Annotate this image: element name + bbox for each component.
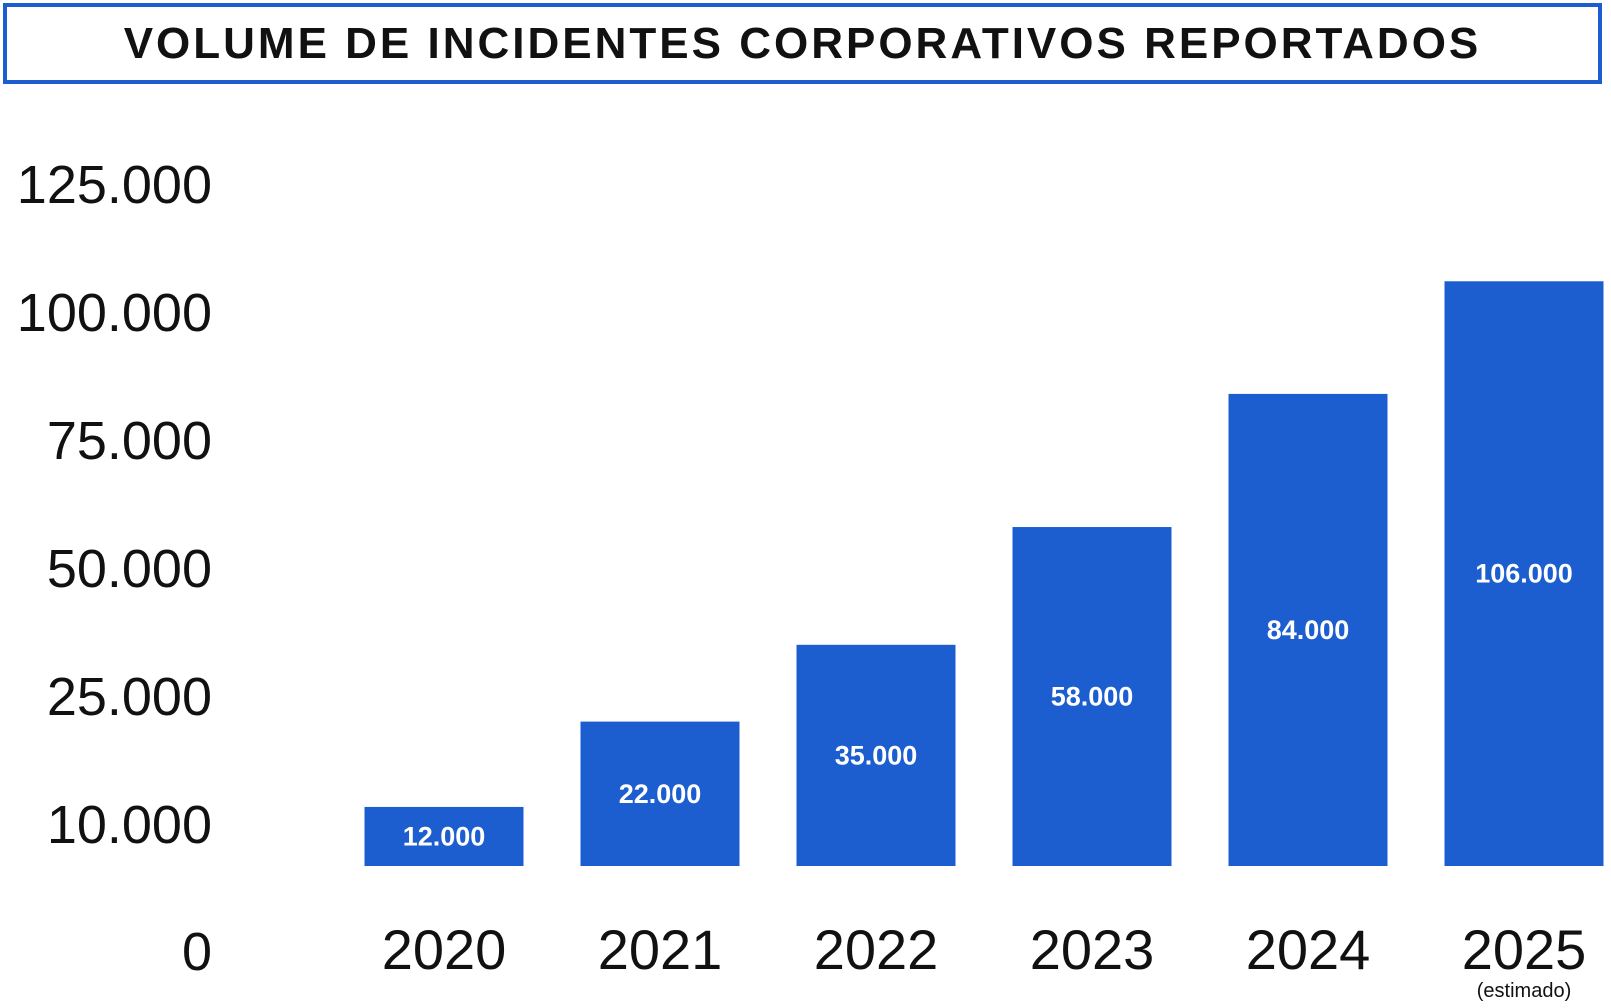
- bar-value-label: 106.000: [1475, 559, 1573, 589]
- y-tick-label: 100.000: [17, 283, 212, 343]
- y-tick-label: 50.000: [47, 539, 212, 599]
- x-tick-label: 2024: [1246, 918, 1371, 981]
- x-tick-label: 2020: [382, 918, 507, 981]
- bar-2020: [364, 806, 524, 866]
- bar-value-label: 22.000: [619, 779, 702, 809]
- x-axis: 2020 2021 2022 2023 2024 2025(estimado): [382, 918, 1587, 1002]
- chart-title-box: VOLUME DE INCIDENTES CORPORATIVOS REPORT…: [3, 3, 1602, 84]
- bar-value-label: 58.000: [1051, 682, 1134, 712]
- bar-value-label: 84.000: [1267, 615, 1350, 645]
- x-tick-label: 2023: [1030, 918, 1155, 981]
- bar-2023: [1012, 527, 1172, 866]
- bar-value-label: 12.000: [403, 821, 486, 851]
- y-tick-label: 10.000: [47, 795, 212, 855]
- x-tick-label: 2021: [598, 918, 723, 981]
- bar-2024: [1228, 393, 1388, 866]
- bar-2022: [796, 644, 956, 866]
- bar-2025: [1444, 281, 1604, 866]
- chart-title: VOLUME DE INCIDENTES CORPORATIVOS REPORT…: [123, 18, 1482, 68]
- y-tick-label: 25.000: [47, 667, 212, 727]
- y-axis: 0 10.000 25.000 50.000 75.000 100.000 125.000: [17, 155, 212, 982]
- x-tick-label: 2025: [1462, 918, 1587, 981]
- y-tick-label: 75.000: [47, 411, 212, 471]
- bar-2021: [580, 721, 740, 866]
- y-tick-label: 125.000: [17, 155, 212, 215]
- x-tick-label: 2022: [814, 918, 939, 981]
- y-tick-label: 0: [182, 922, 212, 982]
- x-tick-note: (estimado): [1477, 980, 1571, 1002]
- bar-value-label: 35.000: [835, 740, 918, 770]
- bars: 12.000 22.000 35.000 58.000 84.000 106.000: [364, 281, 1604, 866]
